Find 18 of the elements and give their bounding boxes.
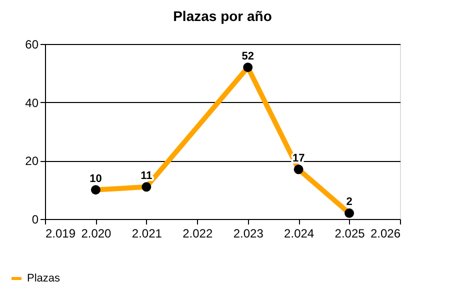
- chart-title: Plazas por año: [173, 8, 272, 24]
- data-label: 2: [346, 196, 352, 208]
- legend-label: Plazas: [27, 272, 61, 284]
- x-tick-label: 2.026: [370, 226, 401, 240]
- x-tick-label: 2.021: [132, 226, 162, 240]
- x-tick-label: 2.019: [46, 226, 76, 240]
- y-tick-label: 40: [25, 96, 39, 110]
- data-label: 10: [90, 172, 102, 185]
- y-tick-label: 0: [32, 212, 39, 226]
- x-tick-label: 2.023: [233, 226, 264, 240]
- y-tick-label: 20: [25, 154, 39, 168]
- data-label: 52: [242, 50, 254, 62]
- x-tick-label: 2.020: [81, 226, 112, 240]
- y-tick-label: 60: [25, 38, 39, 52]
- x-tick-label: 2.024: [284, 226, 314, 240]
- x-tick-label: 2.025: [334, 226, 366, 240]
- x-tick-label: 2.022: [182, 226, 213, 240]
- data-label: 11: [140, 170, 152, 182]
